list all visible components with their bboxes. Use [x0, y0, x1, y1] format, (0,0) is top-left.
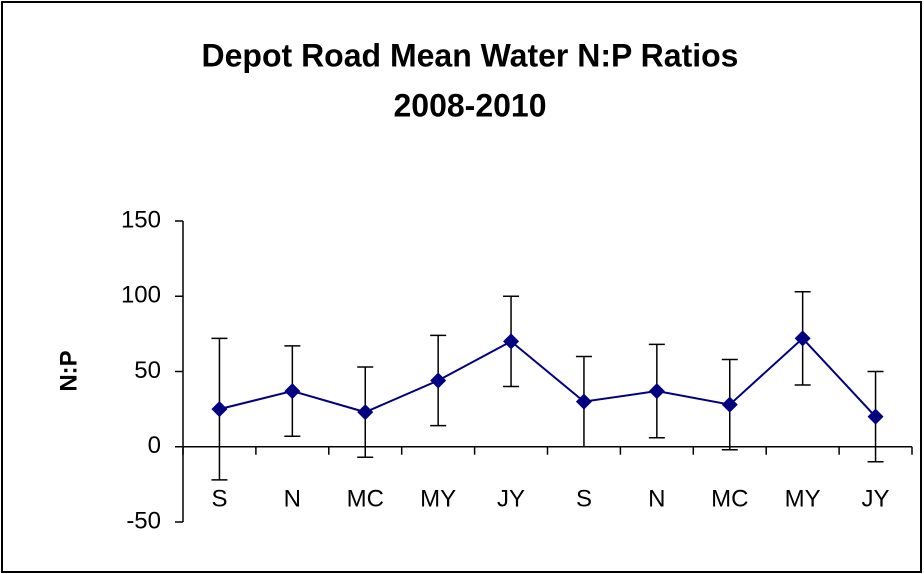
- data-point: [357, 404, 374, 421]
- data-point: [648, 383, 665, 400]
- x-tick-label: S: [211, 485, 227, 512]
- y-axis-label: N:P: [55, 350, 82, 391]
- data-point: [575, 393, 592, 410]
- data-point: [867, 408, 884, 425]
- x-tick-label: N: [648, 485, 665, 512]
- x-tick-label: S: [576, 485, 592, 512]
- data-point: [721, 396, 738, 413]
- y-tick-label: 50: [134, 357, 161, 384]
- data-point: [430, 372, 447, 389]
- x-tick-label: MY: [420, 485, 456, 512]
- chart-subtitle: 2008-2010: [393, 87, 546, 123]
- data-point: [211, 401, 228, 418]
- x-tick-label: MY: [785, 485, 821, 512]
- x-tick-label: MC: [347, 485, 384, 512]
- y-tick-label: 100: [121, 282, 161, 309]
- y-tick-label: 150: [121, 206, 161, 233]
- data-point: [794, 330, 811, 347]
- x-tick-label: JY: [862, 485, 890, 512]
- chart-title: Depot Road Mean Water N:P Ratios: [202, 37, 739, 73]
- y-tick-label: -50: [126, 507, 161, 534]
- x-tick-label: MC: [711, 485, 748, 512]
- x-tick-label: JY: [497, 485, 525, 512]
- data-point: [284, 383, 301, 400]
- x-tick-label: N: [284, 485, 301, 512]
- y-tick-label: 0: [148, 432, 161, 459]
- data-point: [503, 333, 520, 350]
- series-line: [219, 336, 877, 418]
